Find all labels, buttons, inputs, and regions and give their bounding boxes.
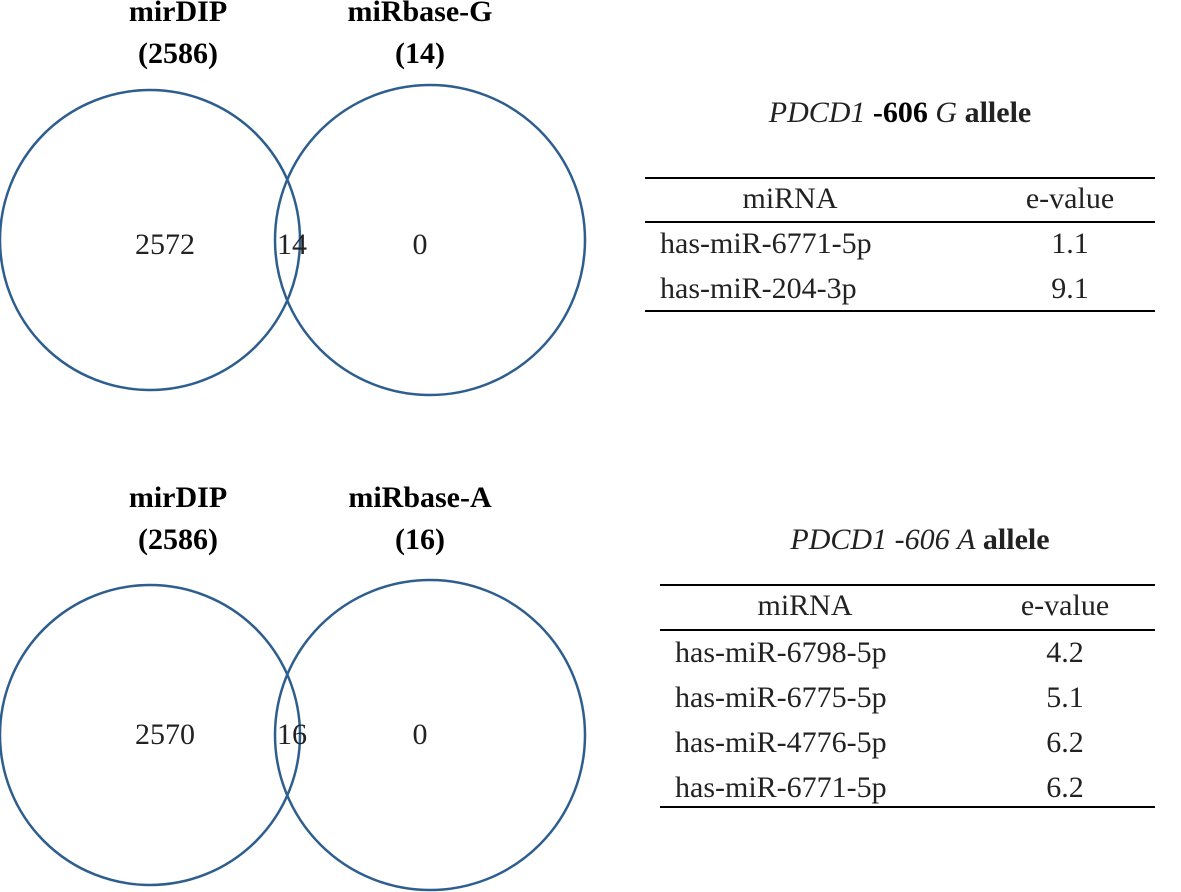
mirna-cell: has-miR-4776-5p bbox=[675, 726, 887, 759]
allele-word: allele bbox=[965, 96, 1032, 129]
mirna-cell: has-miR-204-3p bbox=[660, 272, 857, 305]
column-header: miRNA bbox=[742, 182, 837, 215]
venn-circle bbox=[0, 583, 302, 887]
region-count: 2570 bbox=[135, 718, 195, 751]
evalue-cell: 4.2 bbox=[1046, 636, 1084, 669]
region-count: 16 bbox=[277, 718, 307, 751]
position: -606 bbox=[895, 523, 950, 556]
set-label: mirDIP bbox=[129, 0, 227, 28]
region-count: 14 bbox=[277, 228, 307, 261]
evalue-cell: 6.2 bbox=[1046, 771, 1084, 804]
allele-letter: A bbox=[955, 523, 976, 556]
table-title: PDCD1 -606 A allele bbox=[789, 523, 1049, 556]
venn-circle bbox=[0, 88, 302, 392]
gene: PDCD1 bbox=[789, 523, 887, 556]
mirna-cell: has-miR-6771-5p bbox=[675, 771, 887, 804]
set-label: miRbase-A bbox=[348, 481, 492, 514]
table-title: PDCD1 -606 G allele bbox=[768, 96, 1031, 129]
set-label: miRbase-G bbox=[348, 0, 493, 28]
allele-word: allele bbox=[983, 523, 1050, 556]
set-count: (2586) bbox=[138, 37, 218, 70]
region-count: 0 bbox=[413, 718, 428, 751]
column-header: miRNA bbox=[757, 589, 852, 622]
set-label: mirDIP bbox=[129, 481, 227, 514]
gene: PDCD1 bbox=[768, 96, 866, 129]
position: -606 bbox=[873, 96, 928, 129]
evalue-cell: 5.1 bbox=[1046, 681, 1084, 714]
column-header: e-value bbox=[1021, 589, 1109, 622]
venn-circle bbox=[273, 578, 587, 892]
evalue-cell: 1.1 bbox=[1051, 227, 1089, 260]
mirna-cell: has-miR-6775-5p bbox=[675, 681, 887, 714]
allele-letter: G bbox=[935, 96, 957, 129]
set-count: (16) bbox=[395, 523, 445, 556]
venn-circle bbox=[273, 83, 587, 397]
mirna-cell: has-miR-6798-5p bbox=[675, 636, 887, 669]
evalue-cell: 9.1 bbox=[1051, 272, 1089, 305]
column-header: e-value bbox=[1026, 182, 1114, 215]
set-count: (2586) bbox=[138, 523, 218, 556]
region-count: 2572 bbox=[135, 228, 195, 261]
region-count: 0 bbox=[413, 228, 428, 261]
mirna-cell: has-miR-6771-5p bbox=[660, 227, 872, 260]
set-count: (14) bbox=[395, 37, 445, 70]
evalue-cell: 6.2 bbox=[1046, 726, 1084, 759]
